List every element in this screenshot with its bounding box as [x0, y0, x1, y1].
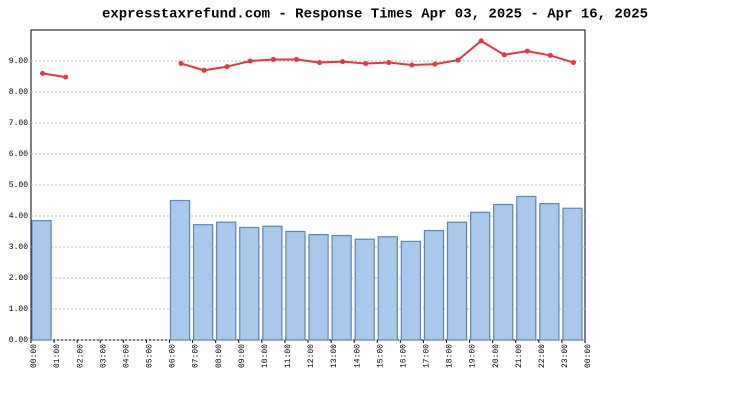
x-tick-label: 00:00 — [584, 344, 593, 368]
line-point — [247, 58, 253, 64]
line-point — [178, 60, 184, 66]
line-point — [40, 70, 46, 76]
line-point — [501, 52, 507, 58]
x-tick-label: 17:00 — [423, 344, 432, 368]
bar — [262, 225, 283, 341]
line — [42, 39, 574, 79]
line-point — [340, 59, 346, 65]
line-point — [270, 56, 276, 62]
y-tick-label: 0.00 — [9, 336, 28, 345]
x-tick-label: 10:00 — [261, 344, 270, 368]
y-tick-label: 6.00 — [9, 150, 28, 159]
x-tick-label: 18:00 — [446, 344, 455, 368]
line-point — [201, 67, 207, 73]
x-tick-label: 16:00 — [399, 344, 408, 368]
line-point — [224, 64, 230, 70]
bar — [469, 211, 491, 341]
x-tick-label: 13:00 — [330, 344, 339, 368]
y-tick-label: 8.00 — [9, 88, 28, 97]
bar — [354, 238, 375, 341]
bar — [400, 240, 422, 341]
line-point — [455, 57, 461, 63]
bar — [516, 195, 537, 341]
bar — [285, 230, 306, 341]
y-tick-label: 3.00 — [9, 243, 28, 252]
bar — [493, 203, 514, 341]
bar — [192, 224, 214, 341]
bar — [308, 234, 329, 341]
line-point — [386, 60, 392, 66]
line-point — [478, 38, 484, 44]
bar — [216, 221, 237, 341]
bar — [446, 221, 468, 341]
x-tick-label: 02:00 — [76, 344, 85, 368]
x-tick-label: 04:00 — [122, 344, 131, 368]
bar — [539, 203, 560, 341]
x-tick-label: 01:00 — [53, 344, 62, 368]
y-tick-label: 4.00 — [9, 212, 28, 221]
x-tick-label: 14:00 — [353, 344, 362, 368]
y-tick-label: 2.00 — [9, 274, 28, 283]
x-tick-label: 22:00 — [538, 344, 547, 368]
line-point — [317, 60, 323, 66]
x-tick-label: 15:00 — [376, 344, 385, 368]
chart-title: expresstaxrefund.com - Response Times Ap… — [102, 7, 648, 23]
x-tick-label: 11:00 — [284, 344, 293, 368]
x-tick-label: 07:00 — [192, 344, 201, 368]
line-point — [63, 74, 69, 80]
line-point — [570, 60, 576, 66]
line-point — [293, 56, 299, 62]
bar — [239, 226, 260, 341]
y-tick-label: 9.00 — [9, 57, 28, 66]
x-tick-label: 06:00 — [169, 344, 178, 368]
x-tick-label: 08:00 — [215, 344, 224, 368]
line-point — [363, 60, 369, 66]
y-tick-label: 7.00 — [9, 119, 28, 128]
bar — [169, 199, 191, 341]
bar — [377, 236, 398, 341]
x-tick-label: 09:00 — [238, 344, 247, 368]
x-tick-label: 12:00 — [307, 344, 316, 368]
y-tick-label: 1.00 — [9, 305, 28, 314]
line-point — [409, 62, 415, 68]
bar — [562, 207, 583, 341]
x-tick-label: 21:00 — [515, 344, 524, 368]
x-tick-label: 03:00 — [99, 344, 108, 368]
bar — [331, 234, 352, 341]
bar — [423, 229, 445, 341]
x-tick-label: 20:00 — [492, 344, 501, 368]
line-point — [432, 61, 438, 67]
x-tick-label: 05:00 — [146, 344, 155, 368]
x-tick-label: 19:00 — [469, 344, 478, 368]
line-point — [524, 48, 530, 54]
line-point — [547, 52, 553, 58]
x-tick-label: 23:00 — [561, 344, 570, 368]
x-tick-label: 00:00 — [30, 344, 39, 368]
y-tick-label: 5.00 — [9, 181, 28, 190]
bar — [31, 220, 52, 341]
